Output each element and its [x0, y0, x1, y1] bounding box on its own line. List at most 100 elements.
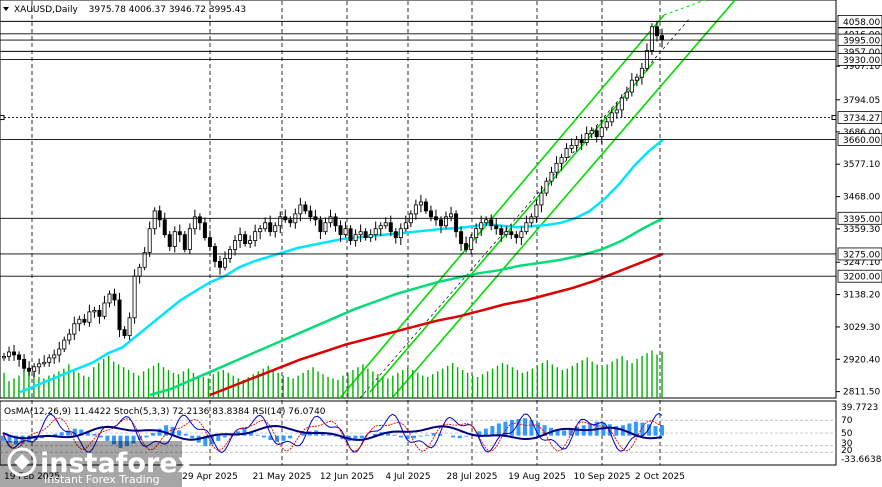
candle-body [268, 222, 273, 233]
candle-body [67, 333, 72, 341]
osma-bar [496, 423, 501, 436]
osma-bar [516, 419, 521, 436]
candle-body [147, 228, 152, 253]
date-label: 21 May 2025 [253, 472, 312, 482]
osma-bar [418, 435, 423, 437]
price-label: 3577.10 [843, 160, 880, 170]
level-marker [831, 115, 837, 121]
candle-body [338, 225, 343, 236]
candle-body [182, 234, 187, 250]
price-label: 3138.20 [843, 291, 880, 301]
osma-bar [209, 435, 214, 445]
level-marker [0, 115, 5, 121]
osma-bar [118, 435, 123, 448]
candle-body [484, 219, 489, 224]
candle-body [584, 133, 589, 143]
candle-body [499, 228, 504, 236]
osma-bar [464, 435, 469, 437]
osma-bar [477, 431, 482, 436]
candle-body [614, 109, 619, 114]
candle-body [22, 358, 27, 369]
candle-body [519, 231, 524, 239]
candle-body [539, 192, 544, 206]
level-tag [837, 53, 882, 66]
candle-body [323, 222, 328, 233]
osma-bar [20, 435, 25, 444]
level-tag [837, 14, 882, 28]
candle-body [192, 216, 197, 230]
date-axis: 19 Feb 2025 29 Apr 2025 21 May 2025 12 Jun … [4, 472, 685, 482]
osma-bar [281, 435, 286, 441]
level-tag-label: 3734.27 [843, 114, 880, 124]
candle-body [2, 356, 7, 359]
candle-body [298, 204, 303, 215]
osma-bar [614, 426, 619, 436]
candle-body [258, 228, 263, 233]
price-label: 3794.05 [843, 96, 880, 106]
candle-body [343, 228, 348, 236]
price-axis: 3907.10 3794.05 3686.00 3577.10 3468.00 3359.… [836, 62, 880, 398]
osma-bar [268, 435, 273, 441]
osma-bar [92, 433, 97, 436]
candle-body [107, 293, 112, 304]
osma-bar [646, 424, 651, 436]
dropdown-triangle-icon[interactable] [3, 7, 9, 11]
candle-body [318, 219, 323, 233]
channel-line [391, 0, 736, 399]
price-pane[interactable] [0, 0, 837, 399]
candle-body [534, 204, 539, 218]
candle-body [423, 201, 428, 212]
osma-bar [627, 423, 632, 436]
candle-body [328, 216, 333, 224]
date-label: 10 Sep 2025 [573, 472, 630, 482]
osma-bar [490, 426, 495, 436]
indicator-lines [0, 412, 836, 454]
candle-body [117, 299, 122, 331]
candle-body [449, 213, 454, 218]
osma-bar [660, 425, 664, 436]
candle-body [217, 260, 222, 268]
candle-body [413, 204, 418, 215]
osma-bar [144, 435, 149, 438]
candle-body [172, 231, 177, 247]
candle-body [514, 234, 519, 239]
osma-bar [568, 428, 573, 436]
level-tag [837, 133, 882, 146]
candle-body [529, 216, 534, 224]
candle-body [378, 225, 383, 230]
candle-body [288, 219, 293, 224]
candle-body [187, 228, 192, 250]
level-tag [837, 247, 882, 261]
indicator-axis-label: 20 [841, 446, 853, 456]
candle-body [152, 210, 157, 230]
level-lines [0, 20, 837, 277]
osma-bar [53, 433, 58, 436]
level-tag [837, 111, 882, 124]
candle-body [564, 148, 569, 158]
candle-body [629, 79, 634, 93]
candle-body [102, 302, 107, 317]
price-label: 3359.30 [843, 225, 880, 235]
level-tag-label: 3395.00 [843, 215, 880, 225]
ma-fast-line [19, 138, 664, 394]
level-tag-label: 3275.00 [843, 250, 880, 260]
candle-body [12, 351, 17, 356]
candle-body [167, 234, 172, 247]
osma-bar [399, 435, 404, 438]
candle-body [42, 361, 47, 365]
ma-mid-line [149, 217, 664, 397]
candle-body [594, 130, 599, 138]
candle-body [353, 234, 358, 241]
indicator-axis-label: 39.7723 [841, 403, 878, 413]
osma-bar [111, 435, 116, 445]
osma-bar [261, 435, 266, 438]
candle-body [574, 139, 579, 146]
candle-body [37, 363, 42, 368]
candle-body [57, 348, 62, 356]
candle-body [197, 216, 202, 224]
osma-bar [633, 421, 638, 436]
date-label: 29 Apr 2025 [182, 472, 238, 482]
level-tag-label: 4058.00 [843, 18, 880, 28]
price-label: 2920.40 [843, 355, 880, 365]
